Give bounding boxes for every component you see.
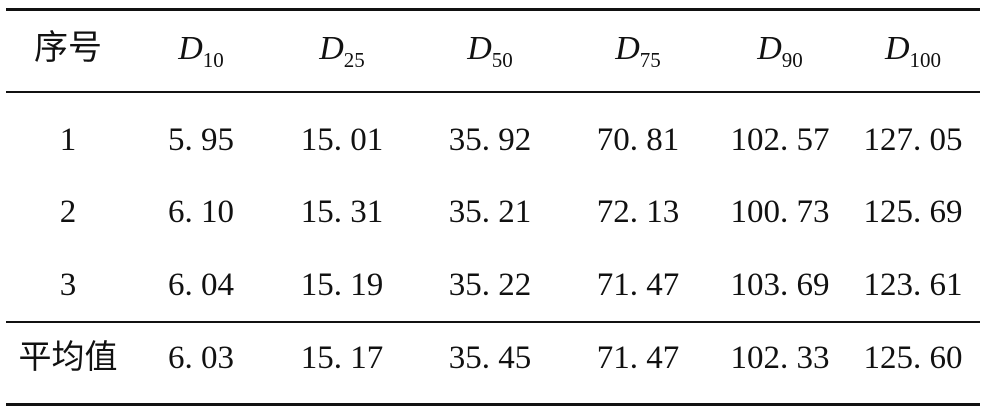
table-cell: 103. 69	[730, 267, 830, 303]
table-cell: 5. 95	[168, 122, 234, 158]
table-cell: 127. 05	[863, 122, 963, 158]
header-d10: D10	[178, 30, 224, 72]
table-cell: 6. 04	[168, 267, 234, 303]
bottom-rule	[6, 403, 980, 406]
table-cell: 35. 21	[448, 194, 532, 230]
table-cell: 71. 47	[596, 340, 680, 376]
table-cell: 125. 60	[863, 340, 963, 376]
table-cell: 6. 10	[168, 194, 234, 230]
table-cell: 2	[59, 194, 77, 230]
header-d75: D75	[615, 30, 661, 72]
table-cell: 35. 92	[448, 122, 532, 158]
table-cell: 15. 19	[300, 267, 384, 303]
top-rule	[6, 8, 980, 11]
table-cell: 125. 69	[863, 194, 963, 230]
table-cell: 3	[59, 267, 77, 303]
header-serial-number: 序号	[34, 30, 102, 67]
table-cell: 6. 03	[168, 340, 234, 376]
table-cell: 35. 22	[448, 267, 532, 303]
table-cell: 100. 73	[730, 194, 830, 230]
header-d25: D25	[319, 30, 365, 72]
header-d50: D50	[467, 30, 513, 72]
average-separator-rule	[6, 321, 980, 323]
header-d100: D100	[884, 30, 942, 72]
table-cell: 70. 81	[596, 122, 680, 158]
table-cell: 1	[59, 122, 77, 158]
table-cell: 35. 45	[448, 340, 532, 376]
table-cell: 15. 17	[300, 340, 384, 376]
header-d90: D90	[757, 30, 803, 72]
table-cell: 15. 01	[300, 122, 384, 158]
table-cell: 102. 33	[730, 340, 830, 376]
table-cell: 71. 47	[596, 267, 680, 303]
table-cell: 102. 57	[730, 122, 830, 158]
table-cell: 123. 61	[863, 267, 963, 303]
table-cell: 72. 13	[596, 194, 680, 230]
table-cell: 15. 31	[300, 194, 384, 230]
header-rule	[6, 91, 980, 93]
average-row-label: 平均值	[18, 340, 118, 376]
